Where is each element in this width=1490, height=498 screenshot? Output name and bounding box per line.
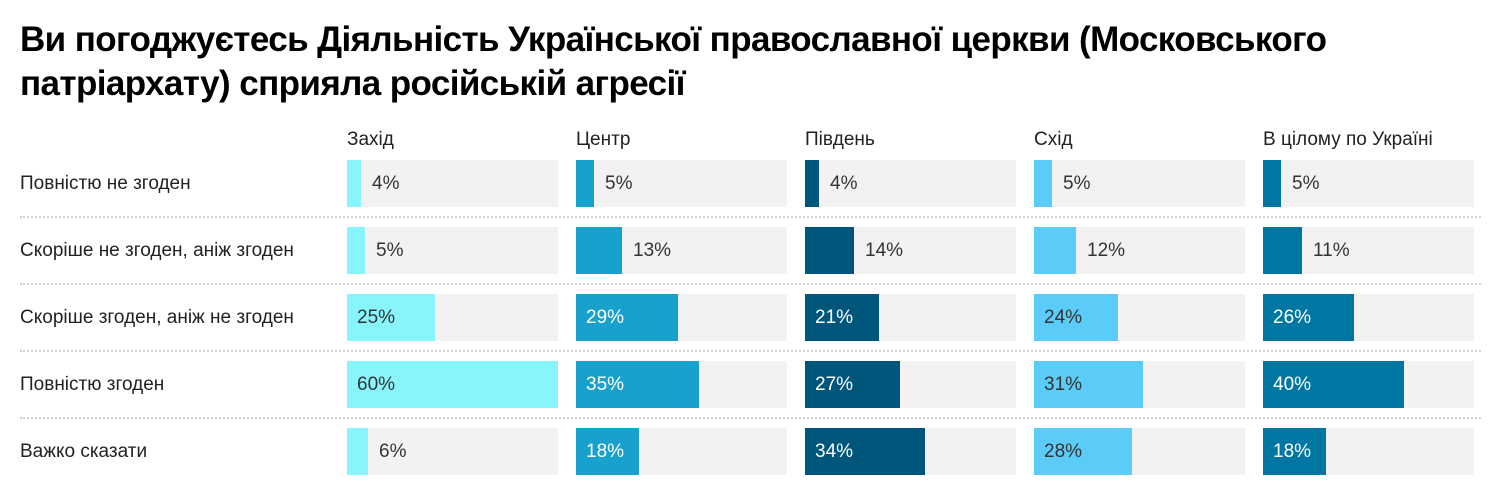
bar-track: 14% (805, 227, 1016, 274)
bar-track: 28% (1034, 428, 1245, 475)
bar-track: 5% (576, 160, 787, 207)
bar-value-label: 5% (605, 173, 633, 194)
column-header: Схід (1034, 129, 1073, 150)
bar-value-label: 60% (357, 374, 396, 395)
bar-track: 4% (805, 160, 1016, 207)
bar-track: 29% (576, 294, 787, 341)
bar (805, 361, 900, 408)
bar-track: 18% (576, 428, 787, 475)
bar (347, 294, 435, 341)
bar-track: 26% (1263, 294, 1474, 341)
bar-track: 35% (576, 361, 787, 408)
bar-value-label: 4% (830, 173, 858, 194)
bar (1034, 361, 1143, 408)
bar-value-label: 34% (815, 441, 854, 462)
bar-track: 24% (1034, 294, 1245, 341)
bar (576, 227, 622, 274)
column-header: Центр (576, 129, 631, 150)
bar-value-label: 18% (586, 441, 625, 462)
bar-value-label: 5% (376, 240, 404, 261)
bar-track: 18% (1263, 428, 1474, 475)
bar-value-label: 28% (1044, 441, 1083, 462)
bar-track: 12% (1034, 227, 1245, 274)
bar (1263, 227, 1302, 274)
bar (1034, 227, 1076, 274)
bar-track: 25% (347, 294, 558, 341)
bar-value-label: 6% (379, 441, 407, 462)
bar (576, 294, 678, 341)
bar-value-label: 14% (865, 240, 904, 261)
column-header: Захід (347, 129, 394, 150)
bar-value-label: 26% (1273, 307, 1312, 328)
bar-track: 5% (1034, 160, 1245, 207)
row-separator (20, 350, 1481, 352)
row-label: Скоріше не згоден, аніж згоден (20, 240, 294, 261)
bar (1034, 428, 1132, 475)
bar-value-label: 31% (1044, 374, 1083, 395)
bar-value-label: 11% (1313, 240, 1350, 261)
bar (1263, 428, 1326, 475)
bar (805, 428, 925, 475)
bar-value-label: 12% (1087, 240, 1126, 261)
bar (1263, 294, 1354, 341)
bar-value-label: 27% (815, 374, 854, 395)
bar-value-label: 18% (1273, 441, 1312, 462)
row-separator (20, 417, 1481, 419)
bar (1034, 294, 1118, 341)
bar (347, 227, 365, 274)
bar-track: 11% (1263, 227, 1474, 274)
bar (576, 361, 699, 408)
bar (347, 361, 558, 408)
bar-track: 13% (576, 227, 787, 274)
bar-value-label: 25% (357, 307, 396, 328)
bar (347, 160, 361, 207)
row-separator (20, 283, 1481, 285)
row-label: Скоріше згоден, аніж не згоден (20, 307, 294, 328)
bar-track: 4% (347, 160, 558, 207)
bar (1034, 160, 1052, 207)
bar-value-label: 35% (586, 374, 625, 395)
bar-track: 34% (805, 428, 1016, 475)
bar (576, 160, 594, 207)
bar-track: 21% (805, 294, 1016, 341)
bar-value-label: 40% (1273, 374, 1312, 395)
bar-value-label: 21% (815, 307, 854, 328)
bar (805, 160, 819, 207)
bar-track: 5% (347, 227, 558, 274)
bar (347, 428, 368, 475)
bar (1263, 361, 1404, 408)
chart-title: Ви погоджуєтесь Діяльність Української п… (20, 20, 1327, 103)
bar-value-label: 29% (586, 307, 625, 328)
bar-track: 60% (347, 361, 558, 408)
bar-track: 27% (805, 361, 1016, 408)
bar (805, 227, 854, 274)
bar-value-label: 5% (1292, 173, 1320, 194)
row-label: Повністю згоден (20, 374, 165, 395)
column-header: Південь (805, 129, 875, 150)
row-separator (20, 216, 1481, 218)
bar-track: 6% (347, 428, 558, 475)
bar-value-label: 24% (1044, 307, 1083, 328)
bar (1263, 160, 1281, 207)
bar-value-label: 13% (633, 240, 672, 261)
bar-value-label: 5% (1063, 173, 1091, 194)
bar-track: 40% (1263, 361, 1474, 408)
bar-track: 31% (1034, 361, 1245, 408)
column-header: В цілому по Україні (1263, 129, 1433, 150)
row-label: Повністю не згоден (20, 173, 191, 194)
bar (805, 294, 879, 341)
row-label: Важко сказати (20, 441, 148, 462)
bar-track: 5% (1263, 160, 1474, 207)
bar (576, 428, 639, 475)
bar-value-label: 4% (372, 173, 400, 194)
